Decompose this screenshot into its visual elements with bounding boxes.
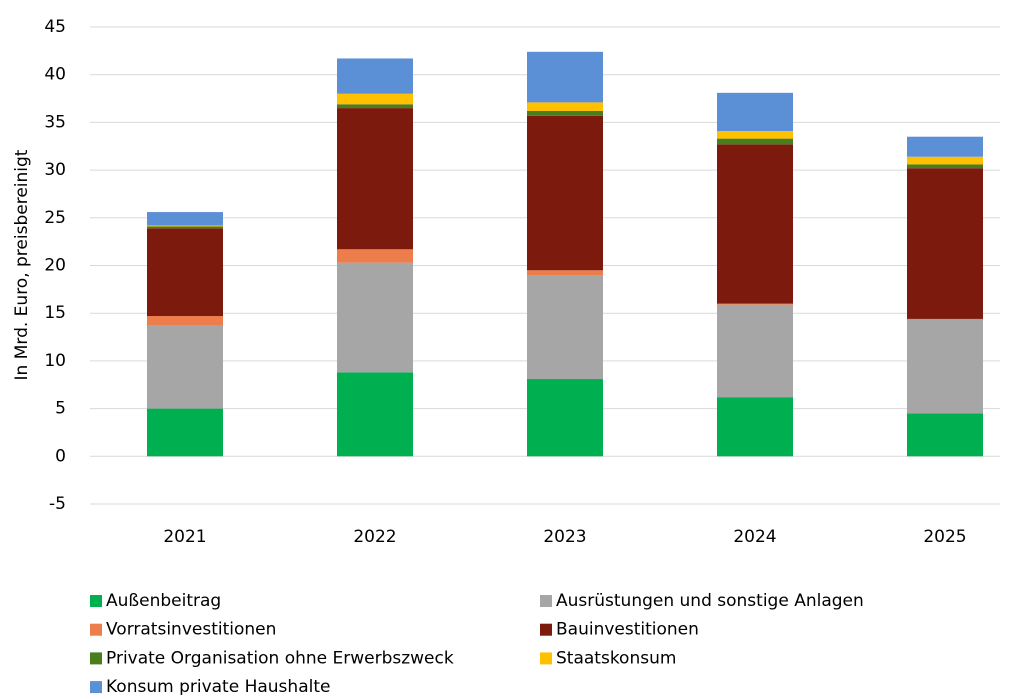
- y-tick-label: 15: [44, 303, 66, 323]
- legend-swatch: [540, 623, 552, 636]
- y-tick-label: 10: [44, 351, 66, 371]
- y-tick-label: 30: [44, 160, 66, 180]
- legend-swatch: [90, 681, 102, 694]
- y-tick-label: 20: [44, 256, 66, 276]
- bar-segment: [337, 108, 413, 250]
- legend-label: Vorratsinvestitionen: [106, 620, 276, 640]
- bar-segment: [147, 228, 223, 317]
- y-tick-label: -5: [49, 494, 66, 514]
- legend-label: Ausrüstungen und sonstige Anlagen: [556, 591, 864, 611]
- bar-segment: [907, 319, 983, 414]
- bar-segment: [337, 104, 413, 109]
- bar-segment: [907, 168, 983, 319]
- bar-segment: [337, 58, 413, 94]
- legend-swatch: [90, 652, 102, 665]
- bar-segment: [717, 304, 793, 398]
- legend-label: Außenbeitrag: [106, 591, 221, 611]
- legend-label: Bauinvestitionen: [556, 620, 699, 640]
- bar-segment: [717, 138, 793, 145]
- bar-segment: [337, 93, 413, 105]
- bar-segment: [147, 225, 223, 227]
- bar-segment: [907, 136, 983, 157]
- bar-segment: [147, 325, 223, 409]
- legend-swatch: [90, 623, 102, 636]
- bar-segment: [527, 275, 603, 380]
- x-tick-label: 2022: [353, 527, 396, 547]
- bar-segment: [717, 92, 793, 131]
- bar-segment: [527, 110, 603, 116]
- y-tick-label: 0: [55, 446, 66, 466]
- bar-segment: [717, 397, 793, 457]
- y-tick-label: 45: [44, 17, 66, 37]
- y-tick-label: 40: [44, 65, 66, 85]
- legend-label: Private Organisation ohne Erwerbszweck: [106, 648, 454, 668]
- bar-segment: [527, 115, 603, 271]
- x-tick-label: 2024: [733, 527, 776, 547]
- bar-segment: [147, 408, 223, 457]
- bar-segment: [717, 303, 793, 305]
- legend-swatch: [540, 652, 552, 665]
- x-tick-label: 2023: [543, 527, 586, 547]
- bar-segment: [907, 164, 983, 169]
- legend-label: Staatskonsum: [556, 648, 676, 668]
- bar-segment: [907, 318, 983, 320]
- y-axis-label: In Mrd. Euro, preisbereinigt: [12, 149, 32, 380]
- legend-swatch: [540, 595, 552, 607]
- y-tick-label: 25: [44, 208, 66, 228]
- bar-segment: [527, 102, 603, 111]
- legend-swatch: [90, 595, 102, 607]
- bar-segment: [717, 130, 793, 139]
- bar-segment: [147, 226, 223, 229]
- bar-segment: [717, 144, 793, 304]
- y-tick-label: 35: [44, 112, 66, 132]
- x-tick-label: 2025: [923, 527, 966, 547]
- bar-segment: [147, 316, 223, 326]
- legend-label: Konsum private Haushalte: [106, 677, 330, 695]
- bar-segment: [337, 249, 413, 263]
- bar-segment: [527, 270, 603, 276]
- bar-segment: [907, 413, 983, 457]
- bar-segment: [907, 156, 983, 165]
- bar-segment: [147, 212, 223, 226]
- y-tick-label: 5: [55, 399, 66, 419]
- bar-segment: [527, 51, 603, 103]
- bar-segment: [337, 262, 413, 373]
- bar-segment: [527, 379, 603, 457]
- x-tick-label: 2021: [163, 527, 206, 547]
- bar-segment: [337, 372, 413, 457]
